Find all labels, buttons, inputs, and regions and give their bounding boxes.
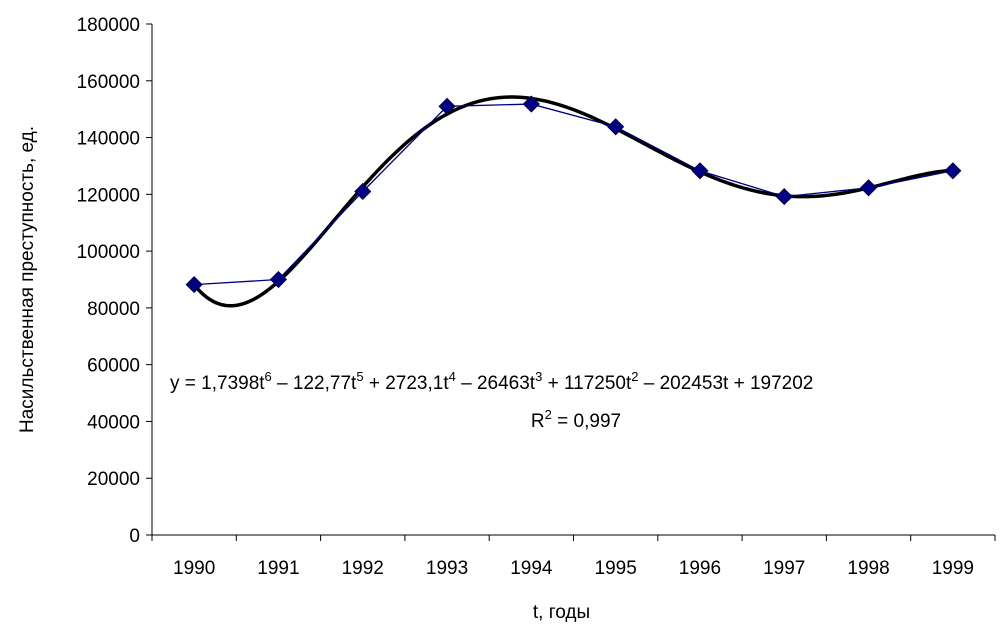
y-tick-label: 60000 [87, 356, 140, 377]
x-axis-title: t, годы [533, 602, 590, 623]
data-point [859, 179, 878, 197]
y-tick-label: 20000 [87, 469, 140, 490]
data-point [354, 182, 372, 201]
y-tick-label: 80000 [87, 299, 140, 320]
y-tick-label: 160000 [77, 72, 140, 93]
data-point [269, 270, 288, 289]
chart-text: t, годы Насильственная преступность, ед. y… [17, 126, 813, 623]
trendline [192, 95, 955, 308]
data-series [185, 95, 962, 294]
r-squared-label: R2​ = 0,997 [531, 407, 621, 432]
x-tick-label: 1990 [173, 558, 215, 579]
trendline-path [192, 95, 955, 308]
x-tick-label: 1991 [257, 558, 299, 579]
x-tick-label: 1998 [847, 558, 889, 579]
trendline-equation: y = 1,7398t6​ – 122,77t5​ + 2723,1t4​ – … [170, 369, 813, 394]
x-tick-label: 1994 [510, 558, 553, 579]
series-line [194, 103, 953, 286]
data-point [185, 276, 203, 294]
y-tick-label: 140000 [77, 129, 140, 150]
x-tick-label: 1993 [426, 558, 468, 579]
y-tick-label: 100000 [77, 242, 140, 263]
y-tick-label: 40000 [87, 412, 140, 433]
data-point [944, 162, 962, 180]
x-tick-label: 1992 [342, 558, 384, 579]
data-point [522, 95, 540, 113]
y-axis-title: Насильственная преступность, ед. [17, 126, 38, 433]
x-tick-label: 1999 [932, 558, 974, 579]
y-tick-label: 0 [129, 526, 140, 547]
x-tick-label: 1997 [763, 558, 805, 579]
axes: 0 20000 40000 60000 80000 100000 120000 140000 1… [77, 15, 996, 579]
data-point [691, 162, 709, 180]
data-point [607, 118, 625, 136]
y-tick-label: 120000 [77, 185, 140, 206]
y-tick-label: 180000 [77, 15, 140, 36]
x-tick-label: 1995 [595, 558, 637, 579]
x-tick-label: 1996 [679, 558, 721, 579]
data-point [438, 97, 456, 115]
data-point [775, 188, 793, 206]
